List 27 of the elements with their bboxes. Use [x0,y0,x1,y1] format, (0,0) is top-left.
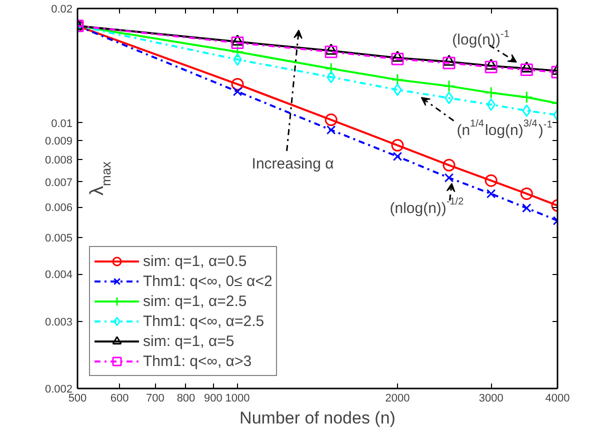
y-tick-label: 0.006 [44,202,73,214]
y-tick-label: 0.01 [51,118,73,130]
legend-label: sim: q=1, α=5 [143,332,234,351]
y-axis-title: λmax [87,160,114,196]
x-axis-title: Number of nodes (n) [240,408,396,428]
y-tick-label: 0.007 [44,176,73,189]
legend-label: sim: q=1, α=2.5 [143,292,247,311]
legend-label: Thm1: q<∞, 0≤ α<2 [143,272,272,291]
y-tick-label: 0.004 [44,269,73,282]
annotation: Increasing α [252,156,334,172]
legend-label: Thm1: q<∞, α=2.5 [143,312,264,331]
x-tick-label: 1000 [225,392,250,404]
x-tick-label: 2000 [385,392,410,404]
x-tick-label: 3000 [478,392,504,404]
y-tick-label: 0.02 [51,4,73,16]
x-tick-label: 800 [176,392,196,404]
x-tick-label: 600 [110,392,129,404]
x-tick-label: 900 [204,392,222,404]
y-tick-label: 0.005 [44,232,73,244]
legend-label: sim: q=1, α=0.5 [143,252,247,271]
y-tick-label: 0.009 [44,135,73,148]
x-tick-label: 4000 [545,392,570,404]
y-tick-label: 0.008 [44,154,73,167]
x-tick-label: 700 [146,392,164,404]
x-tick-label: 500 [68,392,87,404]
legend-label: Thm1: q<∞, α>3 [143,352,252,371]
y-tick-label: 0.003 [44,316,73,329]
